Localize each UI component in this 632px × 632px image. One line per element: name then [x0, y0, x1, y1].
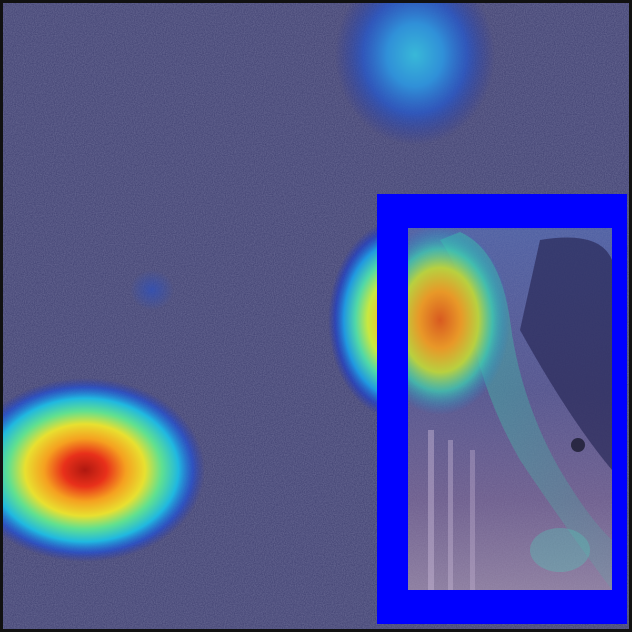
small-faint-spot [130, 270, 174, 310]
left-hotspot [0, 378, 205, 562]
top-hotspot [335, 0, 495, 145]
highlight-box [377, 194, 627, 624]
inset-photo [408, 228, 612, 590]
